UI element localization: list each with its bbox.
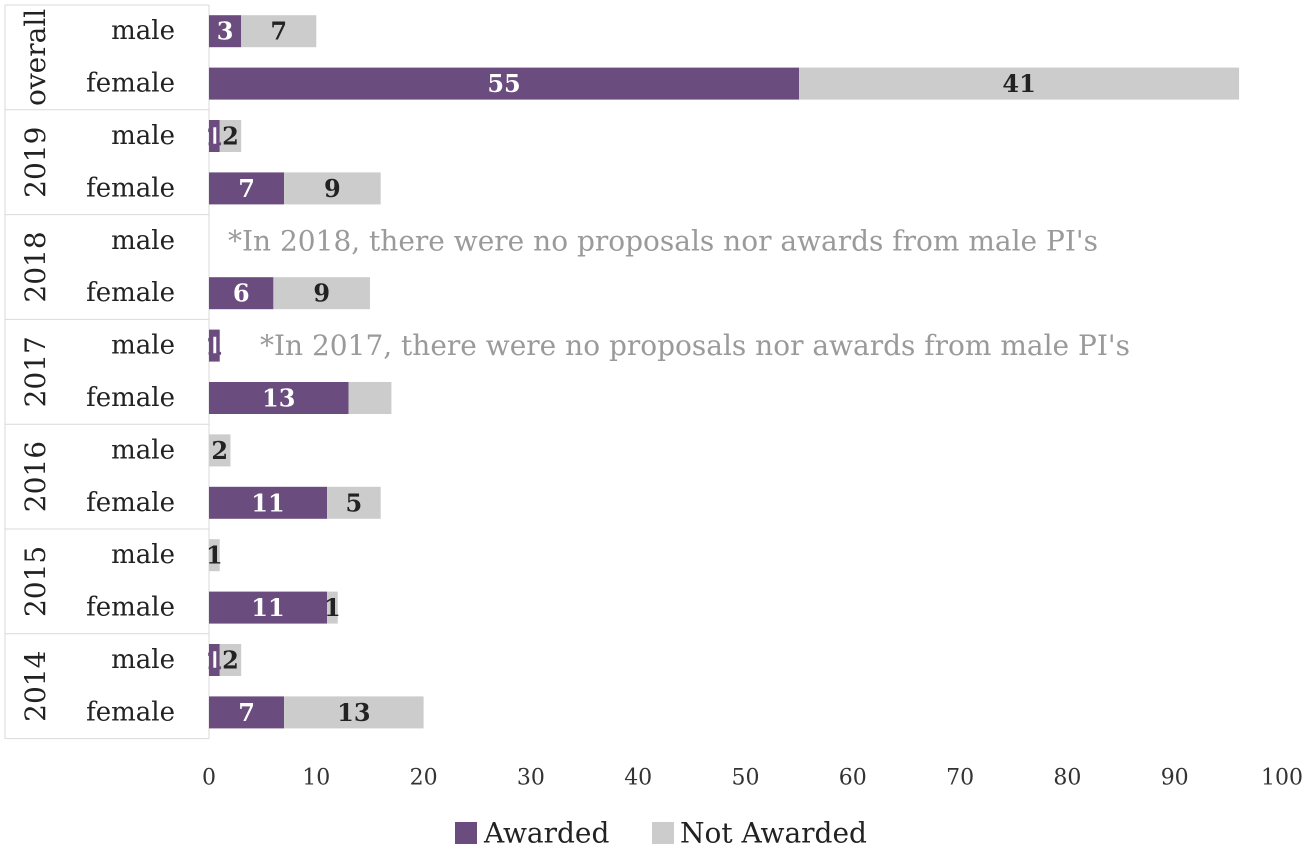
data-label-awarded: 55 — [487, 69, 520, 98]
bar-awarded — [209, 172, 285, 205]
category-label: male — [111, 121, 175, 151]
category-label: female — [86, 593, 175, 623]
data-label-awarded: 1 — [206, 331, 223, 360]
data-label-awarded: 13 — [262, 384, 295, 413]
x-tick-label: 70 — [946, 766, 974, 791]
category-label: male — [111, 16, 175, 46]
bar-awarded — [209, 15, 242, 48]
data-label-not-awarded: 5 — [346, 488, 363, 517]
data-label-not-awarded: 41 — [1002, 69, 1035, 98]
category-label: male — [111, 540, 175, 570]
data-label-not-awarded: 1 — [324, 593, 341, 622]
data-label-awarded: 11 — [251, 593, 284, 622]
bar-not-awarded — [209, 434, 231, 467]
data-label-not-awarded: 2 — [211, 436, 228, 465]
category-label: male — [111, 435, 175, 465]
bar-not-awarded — [219, 644, 242, 676]
bar-awarded — [209, 329, 220, 362]
category-label: female — [86, 69, 175, 99]
x-tick-label: 100 — [1261, 766, 1303, 791]
category-label: female — [86, 278, 175, 308]
group-label: 2018 — [19, 231, 52, 302]
x-tick-label: 0 — [202, 766, 216, 791]
legend-label-not-awarded: Not Awarded — [680, 817, 867, 850]
bar-not-awarded — [284, 696, 424, 729]
bar-awarded — [209, 696, 285, 729]
bar-not-awarded — [284, 172, 381, 205]
annotation-2018: *In 2018, there were no proposals nor aw… — [228, 224, 1098, 257]
data-label-awarded: 7 — [238, 174, 255, 203]
data-label-not-awarded: 2 — [222, 122, 239, 151]
bar-not-awarded — [241, 15, 317, 48]
bar-not-awarded — [327, 591, 338, 624]
category-label: female — [86, 383, 175, 413]
group-label: 2019 — [19, 127, 52, 198]
category-label: male — [111, 331, 175, 361]
bar-awarded — [209, 277, 274, 310]
x-tick-label: 30 — [517, 766, 545, 791]
group-label: 2015 — [19, 546, 52, 617]
data-label-not-awarded: 9 — [313, 279, 330, 308]
group-label: 2016 — [19, 441, 52, 512]
data-label-awarded: 6 — [233, 279, 250, 308]
bar-not-awarded — [273, 277, 370, 310]
annotation-2017: *In 2017, there were no proposals nor aw… — [260, 329, 1130, 362]
legend-swatch-not-awarded — [652, 822, 674, 844]
data-label-awarded: 7 — [238, 698, 255, 727]
legend-label-awarded: Awarded — [483, 817, 610, 850]
group-label: 2014 — [19, 651, 52, 722]
x-tick-label: 90 — [1161, 766, 1189, 791]
legend-swatch-awarded — [455, 822, 477, 844]
category-label: male — [111, 645, 175, 675]
bar-awarded — [209, 382, 349, 414]
category-label: female — [86, 488, 175, 518]
x-tick-label: 10 — [302, 766, 330, 791]
bar-not-awarded — [327, 486, 381, 519]
category-label: female — [86, 697, 175, 727]
data-label-not-awarded: 1 — [206, 541, 223, 570]
category-label: female — [86, 173, 175, 203]
bar-awarded — [209, 120, 220, 152]
bar-not-awarded — [799, 67, 1240, 100]
bar-not-awarded — [209, 539, 220, 572]
group-label: overall — [19, 9, 52, 106]
data-label-not-awarded: 7 — [270, 17, 287, 46]
data-label-not-awarded: 13 — [337, 698, 370, 727]
data-label-not-awarded: 2 — [222, 646, 239, 675]
x-tick-label: 80 — [1053, 766, 1081, 791]
bar-awarded — [209, 591, 328, 624]
data-label-awarded: 3 — [217, 17, 234, 46]
data-label-awarded: 1 — [206, 646, 223, 675]
bar-awarded — [209, 486, 328, 519]
x-tick-label: 50 — [732, 766, 760, 791]
category-label: male — [111, 226, 175, 256]
bar-not-awarded — [219, 120, 242, 152]
bar-awarded — [209, 67, 800, 100]
x-tick-label: 20 — [410, 766, 438, 791]
bar-awarded — [209, 644, 220, 676]
data-label-awarded: 11 — [251, 488, 284, 517]
x-tick-label: 40 — [624, 766, 652, 791]
data-label-not-awarded: 9 — [324, 174, 341, 203]
group-label: 2017 — [19, 336, 52, 407]
data-label-awarded: 1 — [206, 122, 223, 151]
x-tick-label: 60 — [839, 766, 867, 791]
bar-not-awarded — [348, 382, 392, 414]
